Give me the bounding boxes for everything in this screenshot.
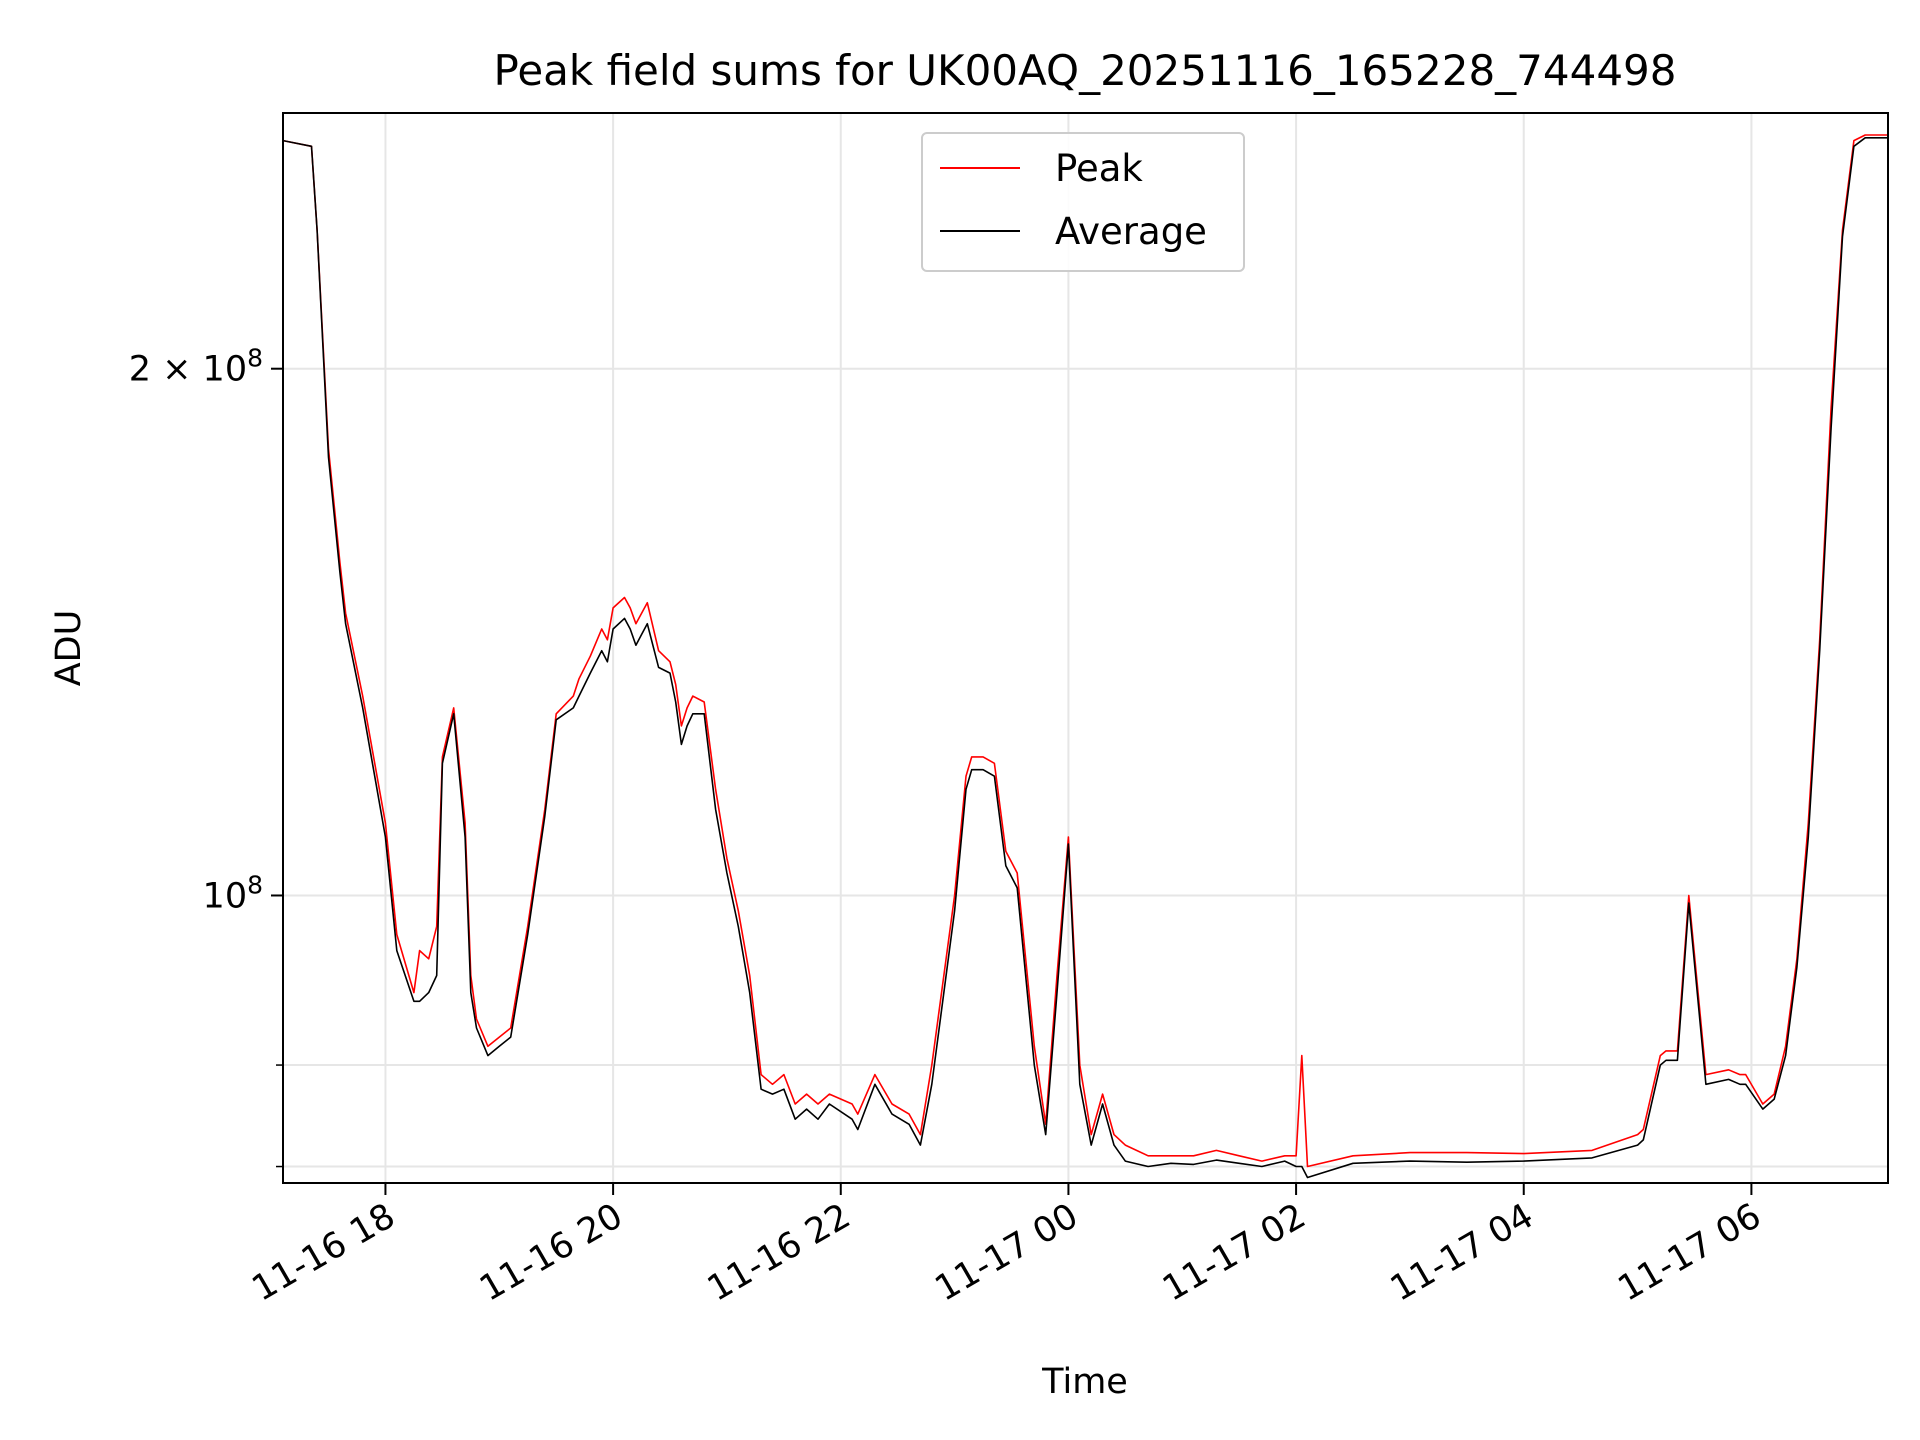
legend-average-label: Average [1055, 210, 1207, 253]
plot-series [283, 134, 1888, 1179]
series-line-average [283, 137, 1888, 1179]
y-tick-label: 108 [203, 870, 263, 917]
y-axis-ticks: 2 × 108 108 [129, 343, 283, 1168]
legend-peak-label: Peak [1055, 147, 1143, 190]
y-tick-label: 2 × 108 [129, 343, 263, 390]
x-axis-label: Time [1041, 1362, 1128, 1402]
legend: Peak Average [921, 132, 1245, 272]
grid [283, 113, 1888, 1183]
chart-title: Peak field sums for UK00AQ_20251116_1652… [493, 46, 1676, 95]
axes-frame [282, 112, 1889, 1184]
series-line-peak [283, 134, 1888, 1168]
y-axis-label: ADU [49, 610, 89, 687]
